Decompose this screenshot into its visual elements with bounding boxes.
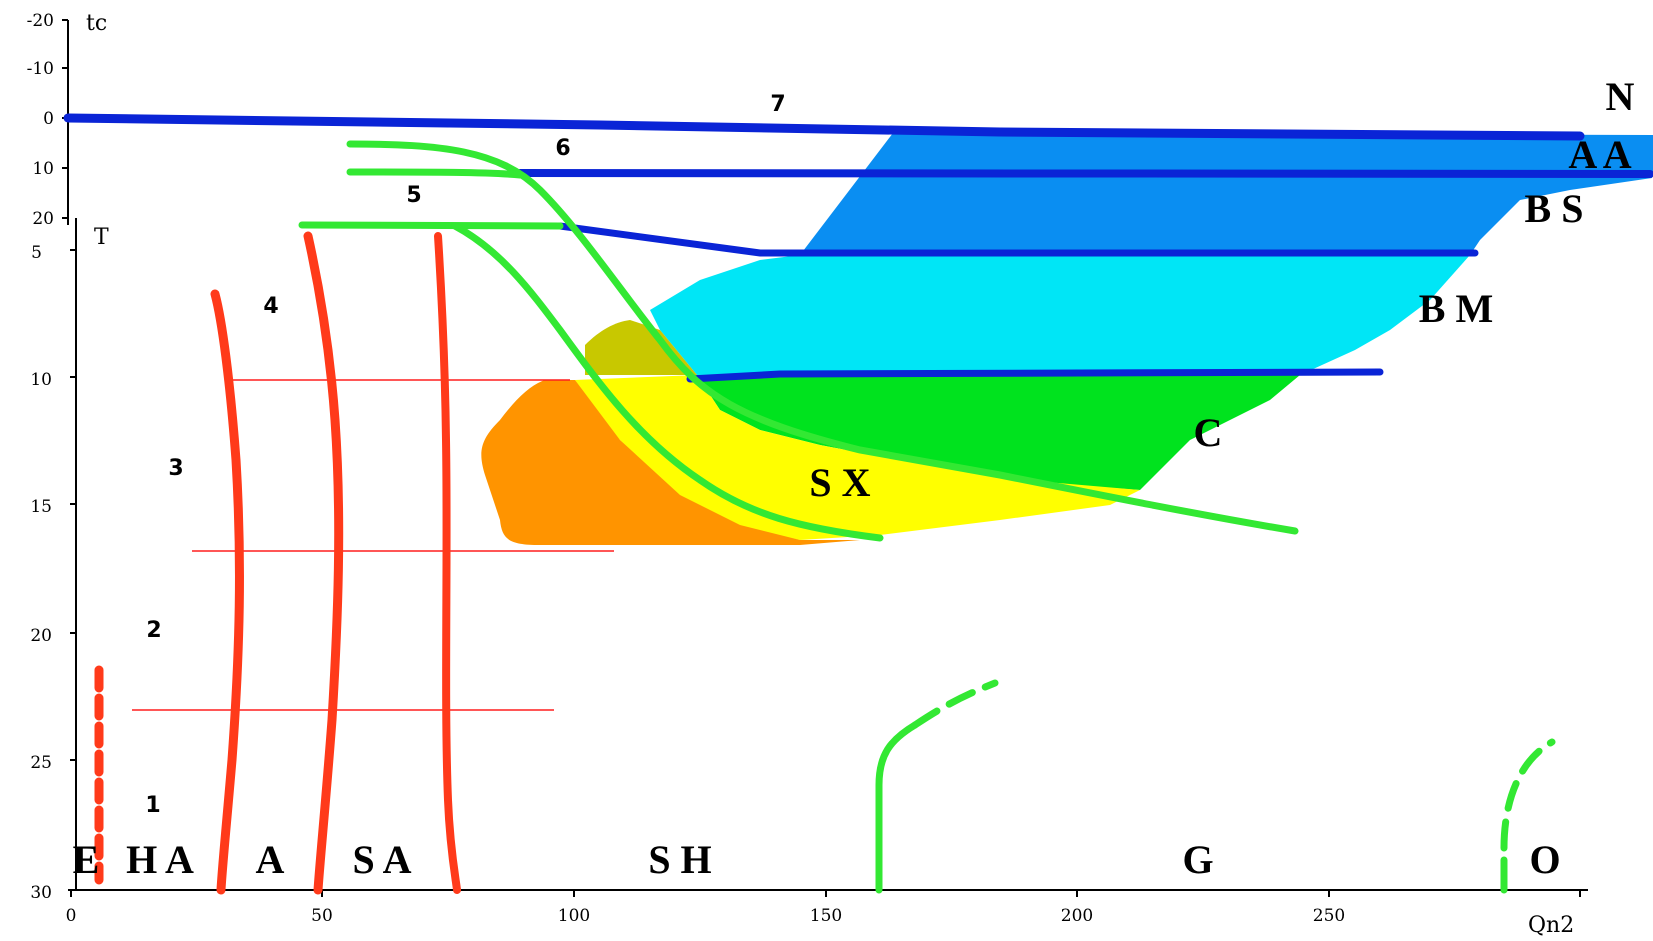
top-axis-ticks: -20 -10 0 10 20 tc bbox=[27, 11, 108, 229]
zone-orange-area bbox=[481, 380, 860, 545]
line-label-1: 1 bbox=[145, 793, 160, 818]
left-tick-label: 5 bbox=[31, 243, 42, 263]
green-curve-lower bbox=[451, 222, 884, 542]
thin-red-lines bbox=[132, 379, 614, 711]
zone-label-o: O bbox=[1529, 837, 1560, 882]
boundary-o-dashed bbox=[1500, 738, 1556, 852]
zone-label-ha: H A bbox=[126, 837, 194, 882]
line-5-green bbox=[298, 221, 564, 230]
left-tick-label: 20 bbox=[30, 626, 52, 646]
red-curve-2 bbox=[303, 231, 344, 895]
line-7 bbox=[63, 113, 1585, 141]
zone-olive-area bbox=[585, 320, 697, 375]
bottom-tick-label: 50 bbox=[311, 906, 333, 926]
zone-sx-area bbox=[575, 375, 1140, 540]
bottom-axis-ticks: 0 50 100 150 200 250 Qn2 bbox=[66, 906, 1575, 938]
line-label-3: 3 bbox=[168, 456, 183, 481]
line-label-6: 6 bbox=[555, 136, 570, 161]
zone-label-bm: B M bbox=[1419, 286, 1493, 331]
top-tick-label: 10 bbox=[32, 159, 54, 179]
red-lines bbox=[94, 231, 461, 895]
blue-lines bbox=[63, 113, 1653, 383]
zone-label-sh: S H bbox=[648, 837, 711, 882]
bottom-tick-label: 100 bbox=[558, 906, 590, 926]
line-5-blue bbox=[556, 222, 1479, 257]
line-number-labels: 1 2 3 4 5 6 7 bbox=[145, 92, 785, 818]
line-label-2: 2 bbox=[146, 618, 161, 643]
green-curve-6 bbox=[346, 168, 524, 179]
left-tick-label: 25 bbox=[30, 753, 52, 773]
zone-label-bs: B S bbox=[1525, 186, 1584, 231]
boundary-g-dashed bbox=[911, 679, 999, 729]
left-tick-label: 10 bbox=[30, 370, 52, 390]
top-tick-label: 0 bbox=[43, 109, 54, 129]
zone-label-sx: S X bbox=[809, 460, 870, 505]
left-tick-label: 15 bbox=[30, 497, 52, 517]
boundary-g-solid bbox=[875, 721, 919, 894]
zone-labels: N A A B S B M C S X bbox=[809, 74, 1634, 505]
top-tick-label: -10 bbox=[27, 59, 54, 79]
zone-label-c: C bbox=[1194, 410, 1223, 455]
line-label-5: 5 bbox=[406, 183, 421, 208]
bottom-tick-label: 250 bbox=[1313, 906, 1345, 926]
line-6-blue bbox=[516, 169, 1653, 178]
red-curve-1 bbox=[210, 289, 244, 895]
zone-label-g: G bbox=[1182, 837, 1213, 882]
zone-label-aa: A A bbox=[1568, 132, 1631, 177]
zone-label-sa: S A bbox=[353, 837, 412, 882]
zone-label-a: A bbox=[256, 837, 285, 882]
green-curve-upper bbox=[346, 140, 1299, 535]
zone-label-e: E bbox=[73, 837, 100, 882]
left-axis-label: T bbox=[94, 225, 109, 250]
top-tick-label: 20 bbox=[32, 209, 54, 229]
zone-c-area bbox=[697, 375, 1300, 490]
zone-areas bbox=[481, 133, 1653, 545]
zone-bs-area bbox=[800, 133, 1653, 255]
line-label-4: 4 bbox=[263, 294, 278, 319]
zone-label-n: N bbox=[1606, 74, 1635, 119]
bottom-tick-label: 0 bbox=[66, 906, 77, 926]
top-tick-label: -20 bbox=[27, 11, 54, 31]
green-lines bbox=[298, 140, 1556, 894]
bottom-tick-label: 200 bbox=[1061, 906, 1093, 926]
line-label-7: 7 bbox=[770, 92, 785, 117]
red-curve-3 bbox=[434, 232, 461, 894]
left-axis-ticks: 5 10 15 20 25 30 T bbox=[30, 225, 109, 903]
left-tick-label: 30 bbox=[30, 883, 52, 903]
bottom-axis-label: Qn2 bbox=[1528, 913, 1574, 938]
zone-bm-area bbox=[650, 255, 1470, 375]
top-axis-label: tc bbox=[86, 11, 107, 36]
bottom-tick-label: 150 bbox=[810, 906, 842, 926]
bottom-zone-labels: E H A A S A S H G O bbox=[73, 837, 1561, 882]
boundary-blue bbox=[686, 368, 1384, 383]
